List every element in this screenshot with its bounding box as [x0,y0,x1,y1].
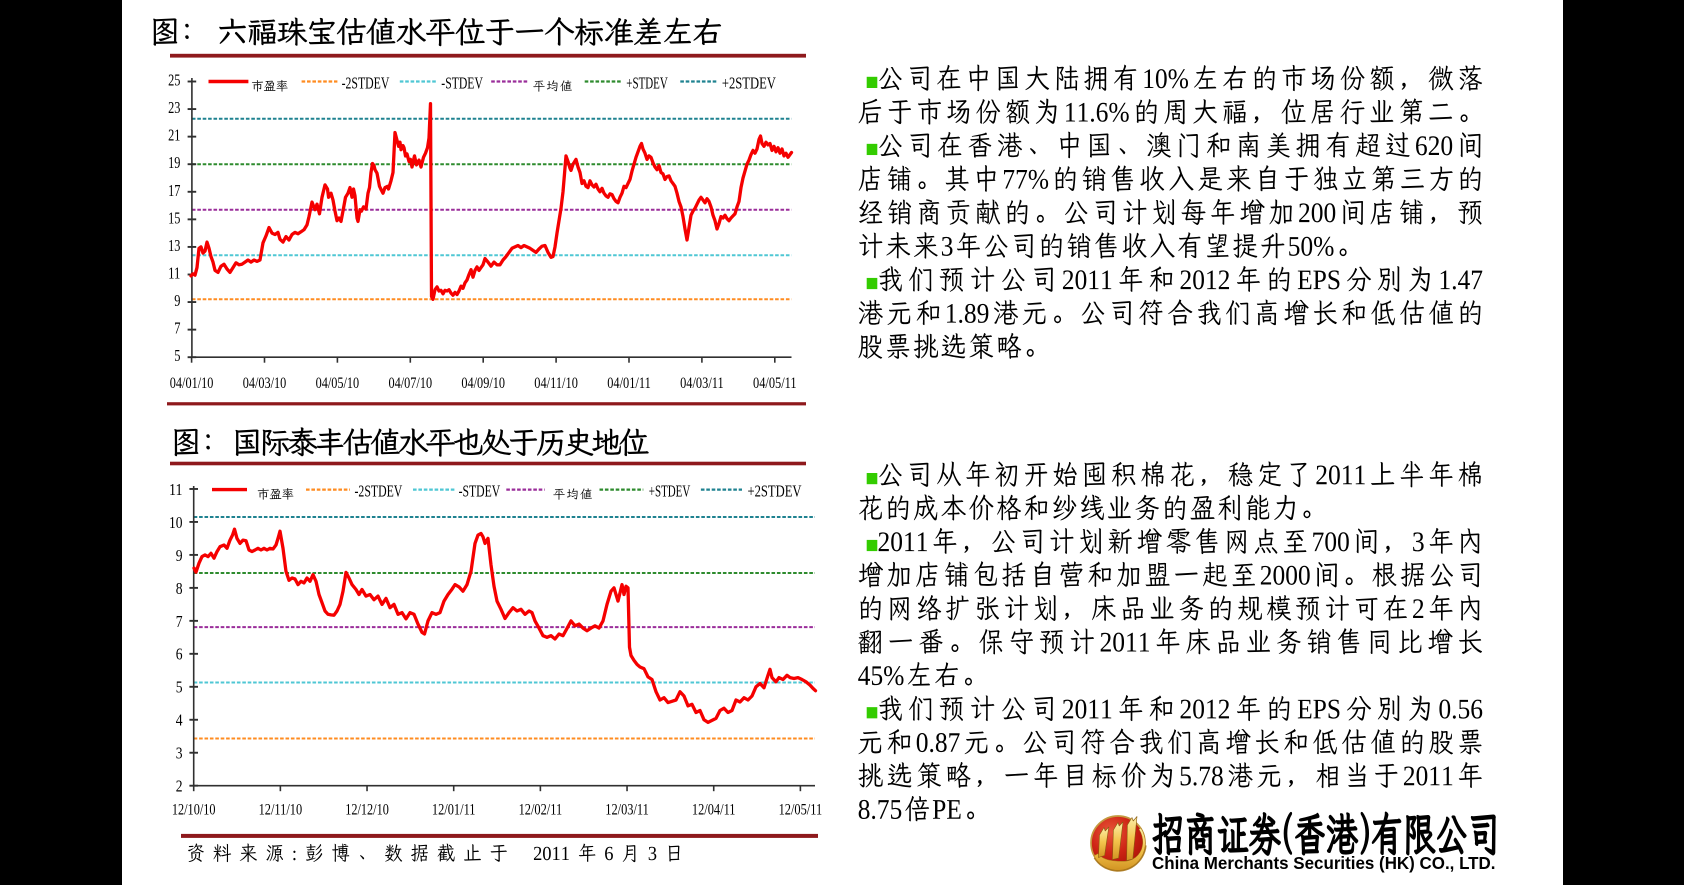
svg-text:+STDEV: +STDEV [649,481,691,500]
svg-text:13: 13 [168,236,180,255]
svg-text:-2STDEV: -2STDEV [355,481,403,500]
svg-text:2: 2 [176,777,183,796]
svg-text:12/05/11: 12/05/11 [779,802,823,819]
svg-text:+STDEV: +STDEV [626,73,668,92]
svg-text:04/07/10: 04/07/10 [389,375,433,392]
svg-text:5: 5 [176,678,183,697]
svg-text:10: 10 [169,513,183,532]
svg-text:12/02/11: 12/02/11 [519,802,563,819]
svg-text:-STDEV: -STDEV [441,73,483,92]
svg-text:17: 17 [168,181,181,200]
svg-text:25: 25 [168,71,180,90]
svg-text:21: 21 [168,126,180,145]
svg-text:04/11/10: 04/11/10 [534,375,578,392]
svg-text:9: 9 [174,291,180,310]
svg-text:04/03/11: 04/03/11 [680,375,724,392]
svg-text:04/03/10: 04/03/10 [243,375,287,392]
svg-text:+2STDEV: +2STDEV [722,73,777,92]
svg-text:04/01/11: 04/01/11 [607,375,651,392]
svg-text:11: 11 [169,480,183,499]
svg-text:12/11/10: 12/11/10 [259,802,303,819]
svg-text:04/09/10: 04/09/10 [461,375,505,392]
svg-text:04/05/10: 04/05/10 [316,375,360,392]
svg-text:04/01/10: 04/01/10 [170,375,214,392]
svg-text:China Merchants Securities (HK: China Merchants Securities (HK) CO., LTD… [1152,853,1496,873]
svg-text:7: 7 [176,612,183,631]
svg-text:12/03/11: 12/03/11 [605,802,649,819]
svg-text:23: 23 [168,98,180,117]
svg-text:3: 3 [176,744,183,763]
svg-text:12/10/10: 12/10/10 [172,802,216,819]
svg-text:04/05/11: 04/05/11 [753,375,797,392]
svg-text:-STDEV: -STDEV [459,481,501,500]
svg-text:-2STDEV: -2STDEV [342,73,390,92]
svg-text:4: 4 [176,711,183,730]
svg-text:+2STDEV: +2STDEV [748,481,803,500]
svg-text:12/04/11: 12/04/11 [692,802,736,819]
svg-text:15: 15 [168,208,180,227]
svg-text:8: 8 [176,579,183,598]
svg-text:9: 9 [176,546,183,565]
svg-text:6: 6 [176,645,183,664]
svg-text:12/12/10: 12/12/10 [345,802,389,819]
svg-text:11: 11 [168,263,180,282]
svg-text:5: 5 [174,346,180,365]
svg-text:19: 19 [168,153,180,172]
svg-text:12/01/11: 12/01/11 [432,802,476,819]
svg-text:7: 7 [174,319,180,338]
